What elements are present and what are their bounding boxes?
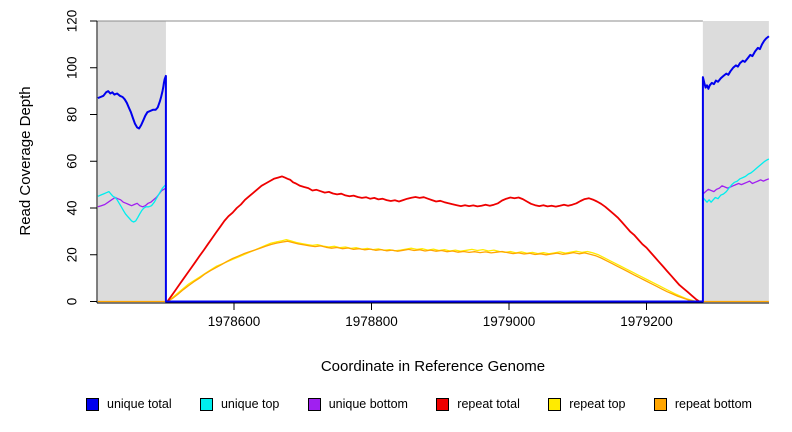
y-tick-label: 100 bbox=[65, 56, 80, 79]
y-tick-label: 80 bbox=[65, 107, 80, 122]
legend-swatch-unique-top bbox=[199, 397, 213, 411]
legend-label: repeat bottom bbox=[674, 397, 752, 411]
y-tick-label: 20 bbox=[65, 247, 80, 262]
series-repeat-total bbox=[166, 175, 700, 303]
legend-label: repeat total bbox=[457, 397, 520, 411]
x-tick-label: 1979000 bbox=[483, 314, 536, 329]
legend-item-repeat-top: repeat top bbox=[548, 397, 625, 411]
legend-swatch-repeat-top bbox=[548, 397, 562, 411]
y-tick-label: 0 bbox=[65, 298, 80, 306]
y-axis-title: Read Coverage Depth bbox=[17, 86, 34, 235]
legend-swatch-repeat-total bbox=[436, 397, 450, 411]
series-repeat-bottom bbox=[97, 240, 769, 303]
tick-labels: 1978600 1978800 1979000 1979200 0 20 40 60 80 100… bbox=[65, 10, 673, 329]
y-tick-label: 60 bbox=[65, 154, 80, 169]
series-repeat-top bbox=[166, 238, 697, 303]
x-axis-title: Coordinate in Reference Genome bbox=[321, 358, 545, 375]
series-unique-bottom bbox=[702, 178, 770, 195]
y-tick-label: 40 bbox=[65, 200, 80, 215]
y-tick-label: 120 bbox=[65, 10, 80, 33]
legend-label: unique top bbox=[220, 397, 280, 411]
legend-swatch-unique-total bbox=[86, 397, 99, 411]
shaded-region-left bbox=[97, 21, 166, 302]
shaded-regions bbox=[97, 20, 769, 302]
x-tick-label: 1978800 bbox=[345, 314, 398, 329]
axes bbox=[90, 20, 769, 310]
legend-swatch-unique-bottom bbox=[307, 397, 321, 411]
legend-item-repeat-total: repeat total bbox=[436, 397, 520, 411]
legend-label: repeat top bbox=[569, 397, 626, 411]
series-unique-total bbox=[97, 35, 770, 303]
legend-label: unique bottom bbox=[328, 397, 408, 411]
legend-item-unique-bottom: unique bottom bbox=[307, 397, 408, 411]
legend-item-repeat-bottom: repeat bottom bbox=[653, 397, 752, 411]
legend-item-unique-total: unique total bbox=[86, 397, 172, 411]
legend-swatch-repeat-bottom bbox=[653, 397, 667, 411]
series-lines bbox=[97, 35, 770, 303]
series-unique-top bbox=[702, 158, 770, 203]
legend: unique total unique top unique bottom repea… bbox=[86, 394, 752, 414]
shaded-region-right bbox=[702, 21, 769, 302]
x-tick-label: 1978600 bbox=[208, 314, 261, 329]
legend-item-unique-top: unique top bbox=[199, 397, 280, 411]
legend-label: unique total bbox=[107, 397, 172, 411]
series-unique-top bbox=[97, 184, 167, 223]
x-tick-label: 1979200 bbox=[620, 314, 673, 329]
